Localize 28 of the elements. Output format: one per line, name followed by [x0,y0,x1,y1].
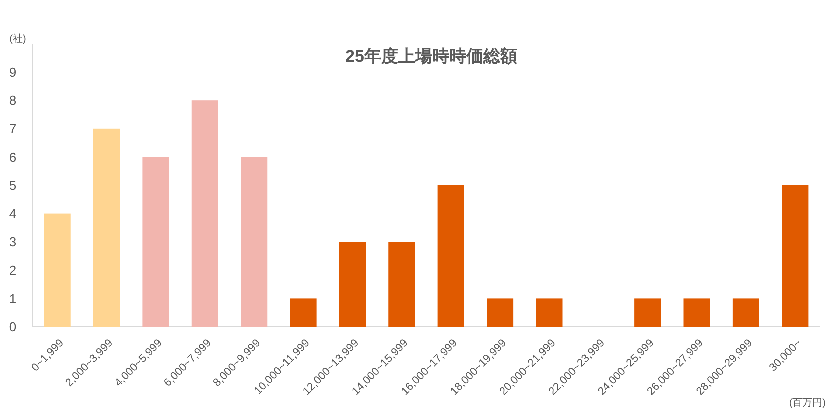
y-tick-label: 8 [9,93,17,108]
y-tick-label: 2 [9,262,17,278]
bar [684,298,710,327]
bar [142,157,170,327]
y-tick-label: 7 [9,121,17,136]
bar [290,298,317,327]
y-axis-title: (社) [10,33,26,45]
y-tick-label: 9 [9,64,17,80]
bar [94,128,120,327]
y-tick-label: 3 [9,234,17,250]
chart-title: 25年度上場時時価総額 [346,47,518,66]
y-tick-label: 6 [9,150,17,165]
y-tick-label: 5 [9,178,17,194]
bar [438,186,464,327]
bar [388,242,416,327]
bar [732,298,760,327]
bar [634,298,662,327]
bar [782,186,809,327]
y-tick-label: 0 [9,320,17,335]
bar [536,298,563,327]
bar [339,242,366,327]
y-tick-label: 1 [9,291,17,306]
bar [192,100,218,327]
bar [241,157,268,327]
y-tick-label: 4 [9,206,17,222]
bar [44,214,71,327]
bar [487,298,514,327]
x-axis-title: (百万円) [789,398,826,409]
